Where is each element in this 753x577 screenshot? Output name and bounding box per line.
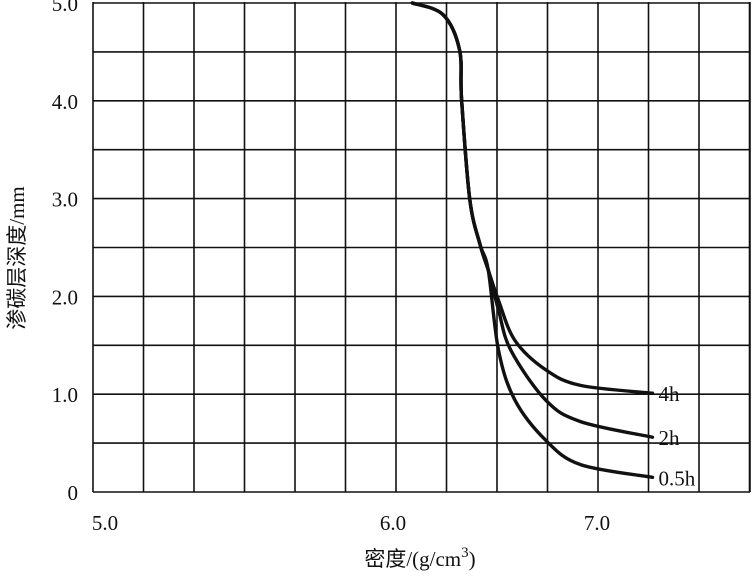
y-axis-label: 渗碳层深度/mm — [5, 186, 29, 330]
y-tick-label: 2.0 — [52, 285, 78, 309]
x-axis-ticks: 5.0 6.0 7.0 — [92, 511, 610, 535]
y-tick-label: 3.0 — [52, 188, 78, 212]
y-tick-label: 1.0 — [52, 383, 78, 407]
grid — [92, 2, 751, 493]
y-tick-label: 5.0 — [52, 0, 78, 16]
series-line-0.5h — [410, 1, 655, 480]
series-labels: 4h 2h 0.5h — [659, 382, 696, 490]
curves — [410, 1, 655, 480]
y-tick-label: 4.0 — [52, 90, 78, 114]
series-label: 0.5h — [659, 466, 696, 490]
series-line-2h — [410, 1, 655, 439]
y-axis-ticks: 5.0 4.0 3.0 2.0 1.0 0 — [52, 0, 78, 505]
x-tick-label: 5.0 — [92, 511, 118, 535]
series-label: 4h — [659, 382, 681, 406]
x-axis-label: 密度/(g/cm3) — [364, 545, 475, 571]
series-label: 2h — [659, 426, 681, 450]
y-tick-label: 0 — [68, 481, 79, 505]
x-tick-label: 7.0 — [584, 511, 610, 535]
x-tick-label: 6.0 — [380, 511, 406, 535]
